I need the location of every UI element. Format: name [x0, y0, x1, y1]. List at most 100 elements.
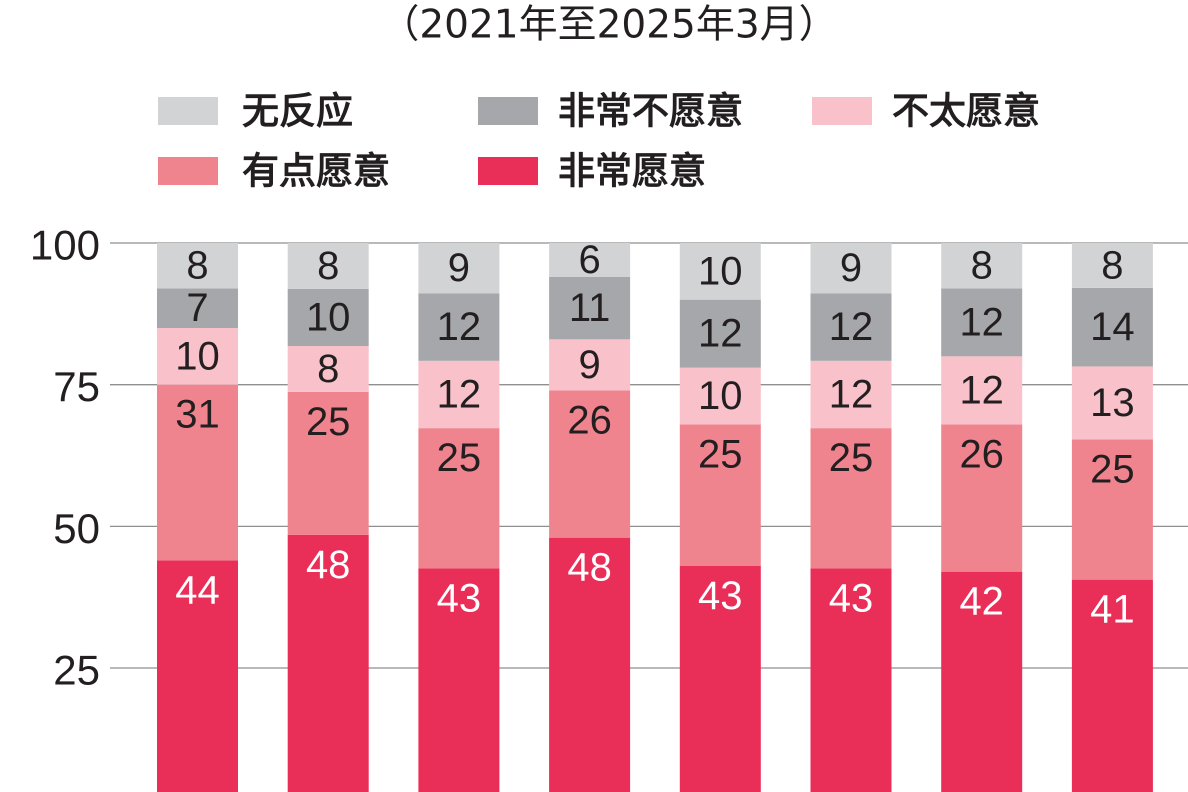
- bar-segment: [549, 537, 631, 792]
- bar-stack: 43 25 10 12 10: [679, 243, 761, 792]
- data-label: 42: [959, 580, 1004, 624]
- bar-segment: [418, 243, 500, 294]
- bar-segment: [549, 277, 631, 340]
- legend-swatch: [158, 157, 218, 185]
- bar-stack: 48 26 9 116: [549, 238, 631, 792]
- legend-swatch: [478, 97, 538, 125]
- data-label: 8: [186, 244, 208, 288]
- bar-segment: [287, 243, 369, 289]
- bar-segment: [418, 428, 500, 569]
- data-label: 10: [306, 295, 351, 339]
- bar-segment: [941, 288, 1023, 357]
- bar-segment: [1071, 243, 1153, 288]
- bar-segment: [549, 243, 631, 278]
- bar-stack: 48 25 8 10 8: [287, 243, 369, 792]
- bars: 4431107848258108432512129482691164325101…: [157, 238, 1153, 792]
- bar-segment: [810, 568, 892, 792]
- y-tick-label: 100: [30, 222, 100, 269]
- bar-segment: [941, 356, 1023, 425]
- bar-segment: [679, 243, 761, 300]
- data-label: 41: [1090, 588, 1135, 632]
- bar-segment: [679, 566, 761, 792]
- data-label: 12: [959, 368, 1004, 412]
- data-label: 11: [569, 286, 611, 330]
- data-label: 9: [840, 246, 862, 290]
- legend-label: 有点愿意: [242, 150, 390, 193]
- bar-segment: [1071, 439, 1153, 580]
- data-label: 7: [186, 286, 208, 330]
- bar-segment: [679, 299, 761, 368]
- data-label: 9: [448, 246, 470, 290]
- gridlines: [110, 242, 1188, 669]
- bar-segment: [679, 424, 761, 567]
- bar-stack: 43 25 12 12 9: [810, 243, 892, 792]
- bar-stack: 42 26 12 12 8: [941, 243, 1023, 792]
- bar-segment: [157, 328, 238, 385]
- bar-segment: [941, 243, 1023, 289]
- data-label: 8: [971, 244, 993, 288]
- legend-item-very-willing: 非常愿意: [478, 150, 706, 193]
- chart-subtitle: （2021年至2025年3月）: [380, 3, 837, 48]
- data-label: 26: [959, 432, 1004, 476]
- bar-segment: [941, 571, 1023, 792]
- legend: 无反应 非常不愿意 不太愿意 有点愿意 非常愿意: [158, 90, 1040, 193]
- bar-segment: [549, 339, 631, 391]
- data-label: 12: [829, 305, 874, 349]
- bar-segment: [157, 560, 238, 792]
- data-label: 12: [437, 305, 482, 349]
- data-label: 25: [698, 432, 743, 476]
- legend-swatch: [158, 97, 218, 125]
- legend-label: 非常愿意: [558, 150, 706, 193]
- data-label: 26: [567, 398, 612, 442]
- legend-item-very-unwilling: 非常不愿意: [478, 90, 743, 133]
- y-tick-label: 25: [53, 647, 100, 694]
- legend-swatch: [478, 157, 538, 185]
- data-label: 43: [829, 576, 874, 620]
- bar-segment: [287, 534, 369, 792]
- bar-segment: [418, 568, 500, 792]
- data-label: 8: [317, 244, 339, 288]
- data-label: 31: [175, 393, 220, 437]
- data-label: 6: [578, 238, 600, 282]
- data-label: 12: [437, 372, 482, 416]
- legend-swatch: [812, 97, 872, 125]
- legend-item-somewhat-willing: 有点愿意: [158, 150, 390, 193]
- data-label: 12: [959, 300, 1004, 344]
- bar-segment: [1071, 579, 1153, 792]
- bar-stack: 41 25 13 14 8: [1071, 243, 1153, 792]
- legend-item-not-very-willing: 不太愿意: [812, 90, 1040, 133]
- legend-label: 无反应: [242, 90, 353, 133]
- data-label: 48: [306, 543, 351, 587]
- bar-segment: [418, 293, 500, 361]
- bar-segment: [418, 360, 500, 429]
- bar-segment: [549, 390, 631, 538]
- bar-segment: [941, 424, 1023, 572]
- bar-stack: 43 25 12 12 9: [418, 243, 500, 792]
- y-tick-label: 75: [53, 363, 100, 410]
- data-label: 9: [578, 343, 600, 387]
- data-label: 48: [567, 546, 612, 590]
- bar-segment: [157, 288, 238, 329]
- legend-label: 非常不愿意: [558, 90, 743, 133]
- bar-segment: [679, 367, 761, 425]
- data-label: 12: [698, 312, 743, 356]
- bar-segment: [157, 384, 238, 561]
- data-label: 25: [437, 436, 482, 480]
- bar-segment: [810, 428, 892, 569]
- data-label: 43: [698, 574, 743, 618]
- bar-segment: [810, 243, 892, 294]
- data-label: 8: [1101, 243, 1123, 287]
- bar-segment: [810, 293, 892, 361]
- data-label: 14: [1090, 305, 1135, 349]
- data-label: 8: [317, 347, 339, 391]
- data-label: 25: [1090, 447, 1135, 491]
- legend-item-no-response: 无反应: [158, 90, 353, 133]
- bar-segment: [157, 243, 238, 289]
- legend-label: 不太愿意: [892, 90, 1040, 133]
- data-label: 25: [829, 436, 874, 480]
- y-axis: 100 75 50 25: [30, 222, 100, 694]
- bar-segment: [287, 288, 369, 347]
- data-label: 43: [437, 576, 482, 620]
- bar-segment: [1071, 366, 1153, 440]
